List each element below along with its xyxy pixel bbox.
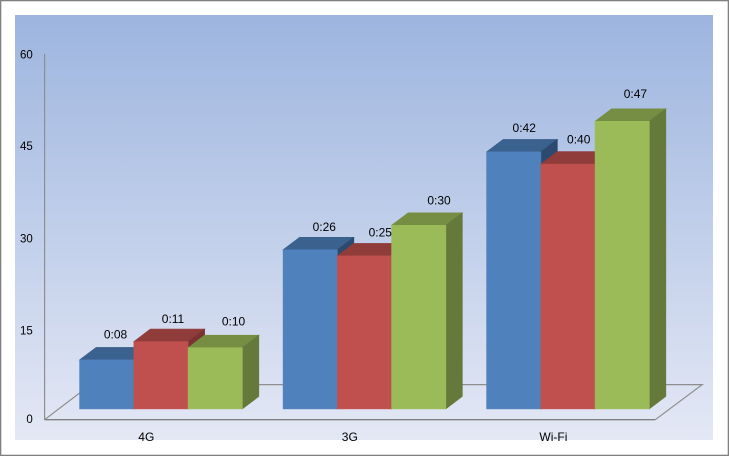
svg-text:0:10: 0:10 [222,315,246,329]
svg-text:0:11: 0:11 [162,312,185,326]
svg-text:0:08: 0:08 [104,328,128,342]
svg-text:3G: 3G [342,430,358,444]
svg-text:0:42: 0:42 [513,121,537,135]
svg-text:Wi-Fi: Wi-Fi [539,430,567,444]
svg-text:15: 15 [20,326,33,338]
svg-text:0:47: 0:47 [624,87,648,101]
svg-text:0:40: 0:40 [567,132,591,146]
svg-text:60: 60 [20,50,33,62]
svg-text:4G: 4G [138,430,154,444]
svg-text:0:25: 0:25 [369,225,393,239]
svg-text:0: 0 [26,414,32,426]
svg-text:0:26: 0:26 [313,220,337,234]
svg-text:30: 30 [20,233,33,245]
svg-text:0:30: 0:30 [427,194,451,208]
svg-text:45: 45 [20,141,33,153]
